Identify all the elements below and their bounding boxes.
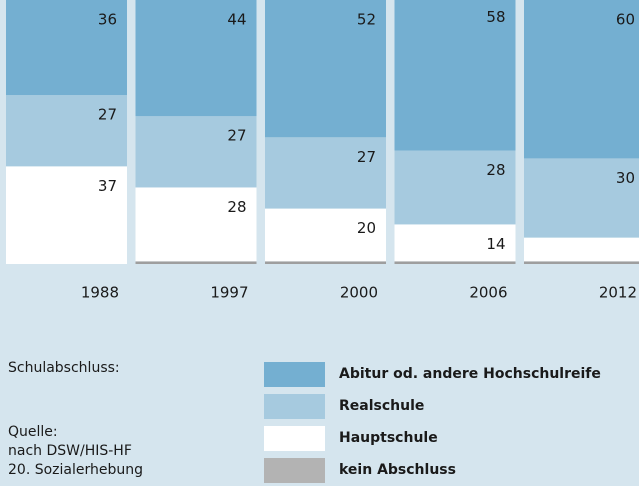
legend-label: kein Abschluss [339, 462, 456, 478]
x-tick-label: 2000 [340, 284, 378, 302]
value-label: 28 [227, 198, 246, 216]
value-label: 44 [227, 11, 246, 29]
value-label: 27 [357, 148, 376, 166]
value-label: 30 [616, 169, 635, 187]
x-tick-label: 2012 [599, 284, 637, 302]
x-tick-label: 1988 [81, 284, 119, 302]
bar-segment [265, 208, 386, 262]
legend-label: Realschule [339, 398, 424, 414]
value-label: 27 [98, 106, 117, 124]
value-label: 27 [227, 127, 246, 145]
bar-segment [265, 137, 386, 209]
source: Quelle: [8, 424, 58, 440]
bar-segment [135, 116, 257, 188]
bar-segment [135, 261, 257, 264]
bar-segment [524, 0, 639, 159]
bar-segment [265, 261, 386, 264]
x-tick-label: 1997 [210, 284, 248, 302]
value-label: 20 [357, 219, 376, 237]
value-label: 36 [98, 11, 117, 29]
bar-segment [6, 166, 127, 264]
bar-segment [394, 261, 516, 264]
bar-segment [524, 237, 639, 262]
value-label: 37 [98, 177, 117, 195]
x-tick-label: 2006 [469, 284, 507, 302]
source: nach DSW/HIS-HF [8, 443, 132, 459]
bar-segment [394, 0, 516, 151]
bar-segment [394, 150, 516, 225]
value-label: 58 [486, 8, 505, 26]
value-label: 60 [616, 11, 635, 29]
legend-swatch [264, 362, 325, 387]
legend-swatch [264, 394, 325, 419]
legend-title: Schulabschluss: [8, 360, 120, 376]
bar-segment [135, 187, 257, 262]
value-label: 52 [357, 11, 376, 29]
bar-segment [524, 158, 639, 238]
legend-label: Abitur od. andere Hochschulreife [339, 366, 601, 382]
bar-segment [135, 0, 257, 117]
legend-label: Hauptschule [339, 430, 438, 446]
bar-segment [265, 0, 386, 138]
bar-segment [6, 0, 127, 96]
bar-segment [6, 95, 127, 167]
value-label: 28 [486, 161, 505, 179]
bar-segment [394, 224, 516, 262]
legend-swatch [264, 458, 325, 483]
value-label: 14 [486, 235, 505, 253]
source: 20. Sozialerhebung [8, 462, 143, 478]
bar-segment [524, 261, 639, 264]
legend-swatch [264, 426, 325, 451]
